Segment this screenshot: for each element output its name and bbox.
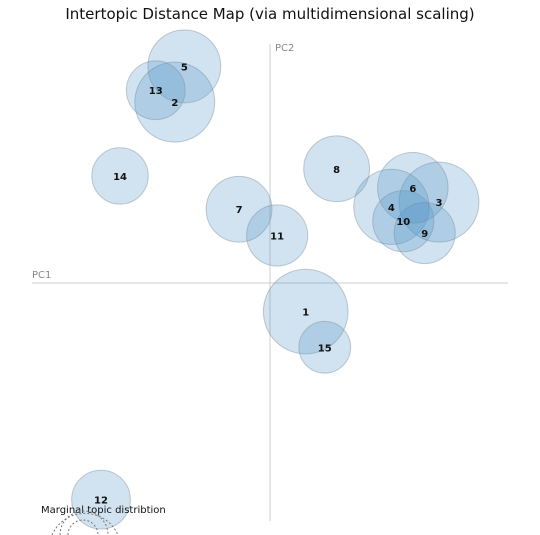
topic-label-13: 13 bbox=[149, 86, 163, 97]
topic-label-12: 12 bbox=[94, 496, 108, 507]
topic-label-7: 7 bbox=[236, 205, 243, 216]
topic-bubble-14[interactable] bbox=[91, 147, 149, 205]
topic-bubble-9[interactable] bbox=[393, 201, 456, 265]
topic-label-6: 6 bbox=[409, 184, 416, 195]
topic-bubble-1[interactable] bbox=[262, 268, 349, 355]
marginal-distribution-legend: Marginal topic distribtion bbox=[41, 505, 166, 535]
topic-label-10: 10 bbox=[396, 217, 410, 228]
topic-label-15: 15 bbox=[318, 343, 332, 354]
topic-bubble-4[interactable] bbox=[353, 168, 430, 245]
topic-bubble-6[interactable] bbox=[377, 152, 449, 224]
legend-arc-medium bbox=[59, 510, 109, 535]
legend-title: Marginal topic distribtion bbox=[41, 505, 166, 516]
topic-label-2: 2 bbox=[171, 98, 178, 109]
topic-label-11: 11 bbox=[270, 231, 284, 242]
topic-label-1: 1 bbox=[302, 308, 309, 319]
topic-bubble-13[interactable] bbox=[125, 60, 186, 121]
topic-bubbles bbox=[71, 29, 480, 530]
topic-bubble-8[interactable] bbox=[303, 135, 371, 203]
topic-bubble-11[interactable] bbox=[246, 204, 309, 267]
topic-label-8: 8 bbox=[333, 165, 340, 176]
topic-label-4: 4 bbox=[388, 203, 395, 214]
topic-bubble-15[interactable] bbox=[298, 320, 352, 374]
topic-bubble-7[interactable] bbox=[205, 175, 273, 243]
topic-bubble-10[interactable] bbox=[372, 190, 435, 253]
chart-title: Intertopic Distance Map (via multidimens… bbox=[65, 5, 474, 23]
legend-arc-small bbox=[67, 519, 99, 535]
topic-bubble-3[interactable] bbox=[398, 161, 480, 243]
topic-label-9: 9 bbox=[421, 229, 428, 240]
pc1-axis-label: PC1 bbox=[32, 270, 51, 281]
pc2-axis-label: PC2 bbox=[275, 43, 294, 54]
topic-bubble-5[interactable] bbox=[147, 29, 222, 104]
legend-arc-large bbox=[51, 512, 119, 535]
topic-bubble-2[interactable] bbox=[134, 61, 216, 143]
topic-label-14: 14 bbox=[113, 172, 127, 183]
topic-bubble-12[interactable] bbox=[71, 469, 131, 530]
topic-label-3: 3 bbox=[435, 198, 442, 209]
topic-label-5: 5 bbox=[181, 62, 188, 73]
